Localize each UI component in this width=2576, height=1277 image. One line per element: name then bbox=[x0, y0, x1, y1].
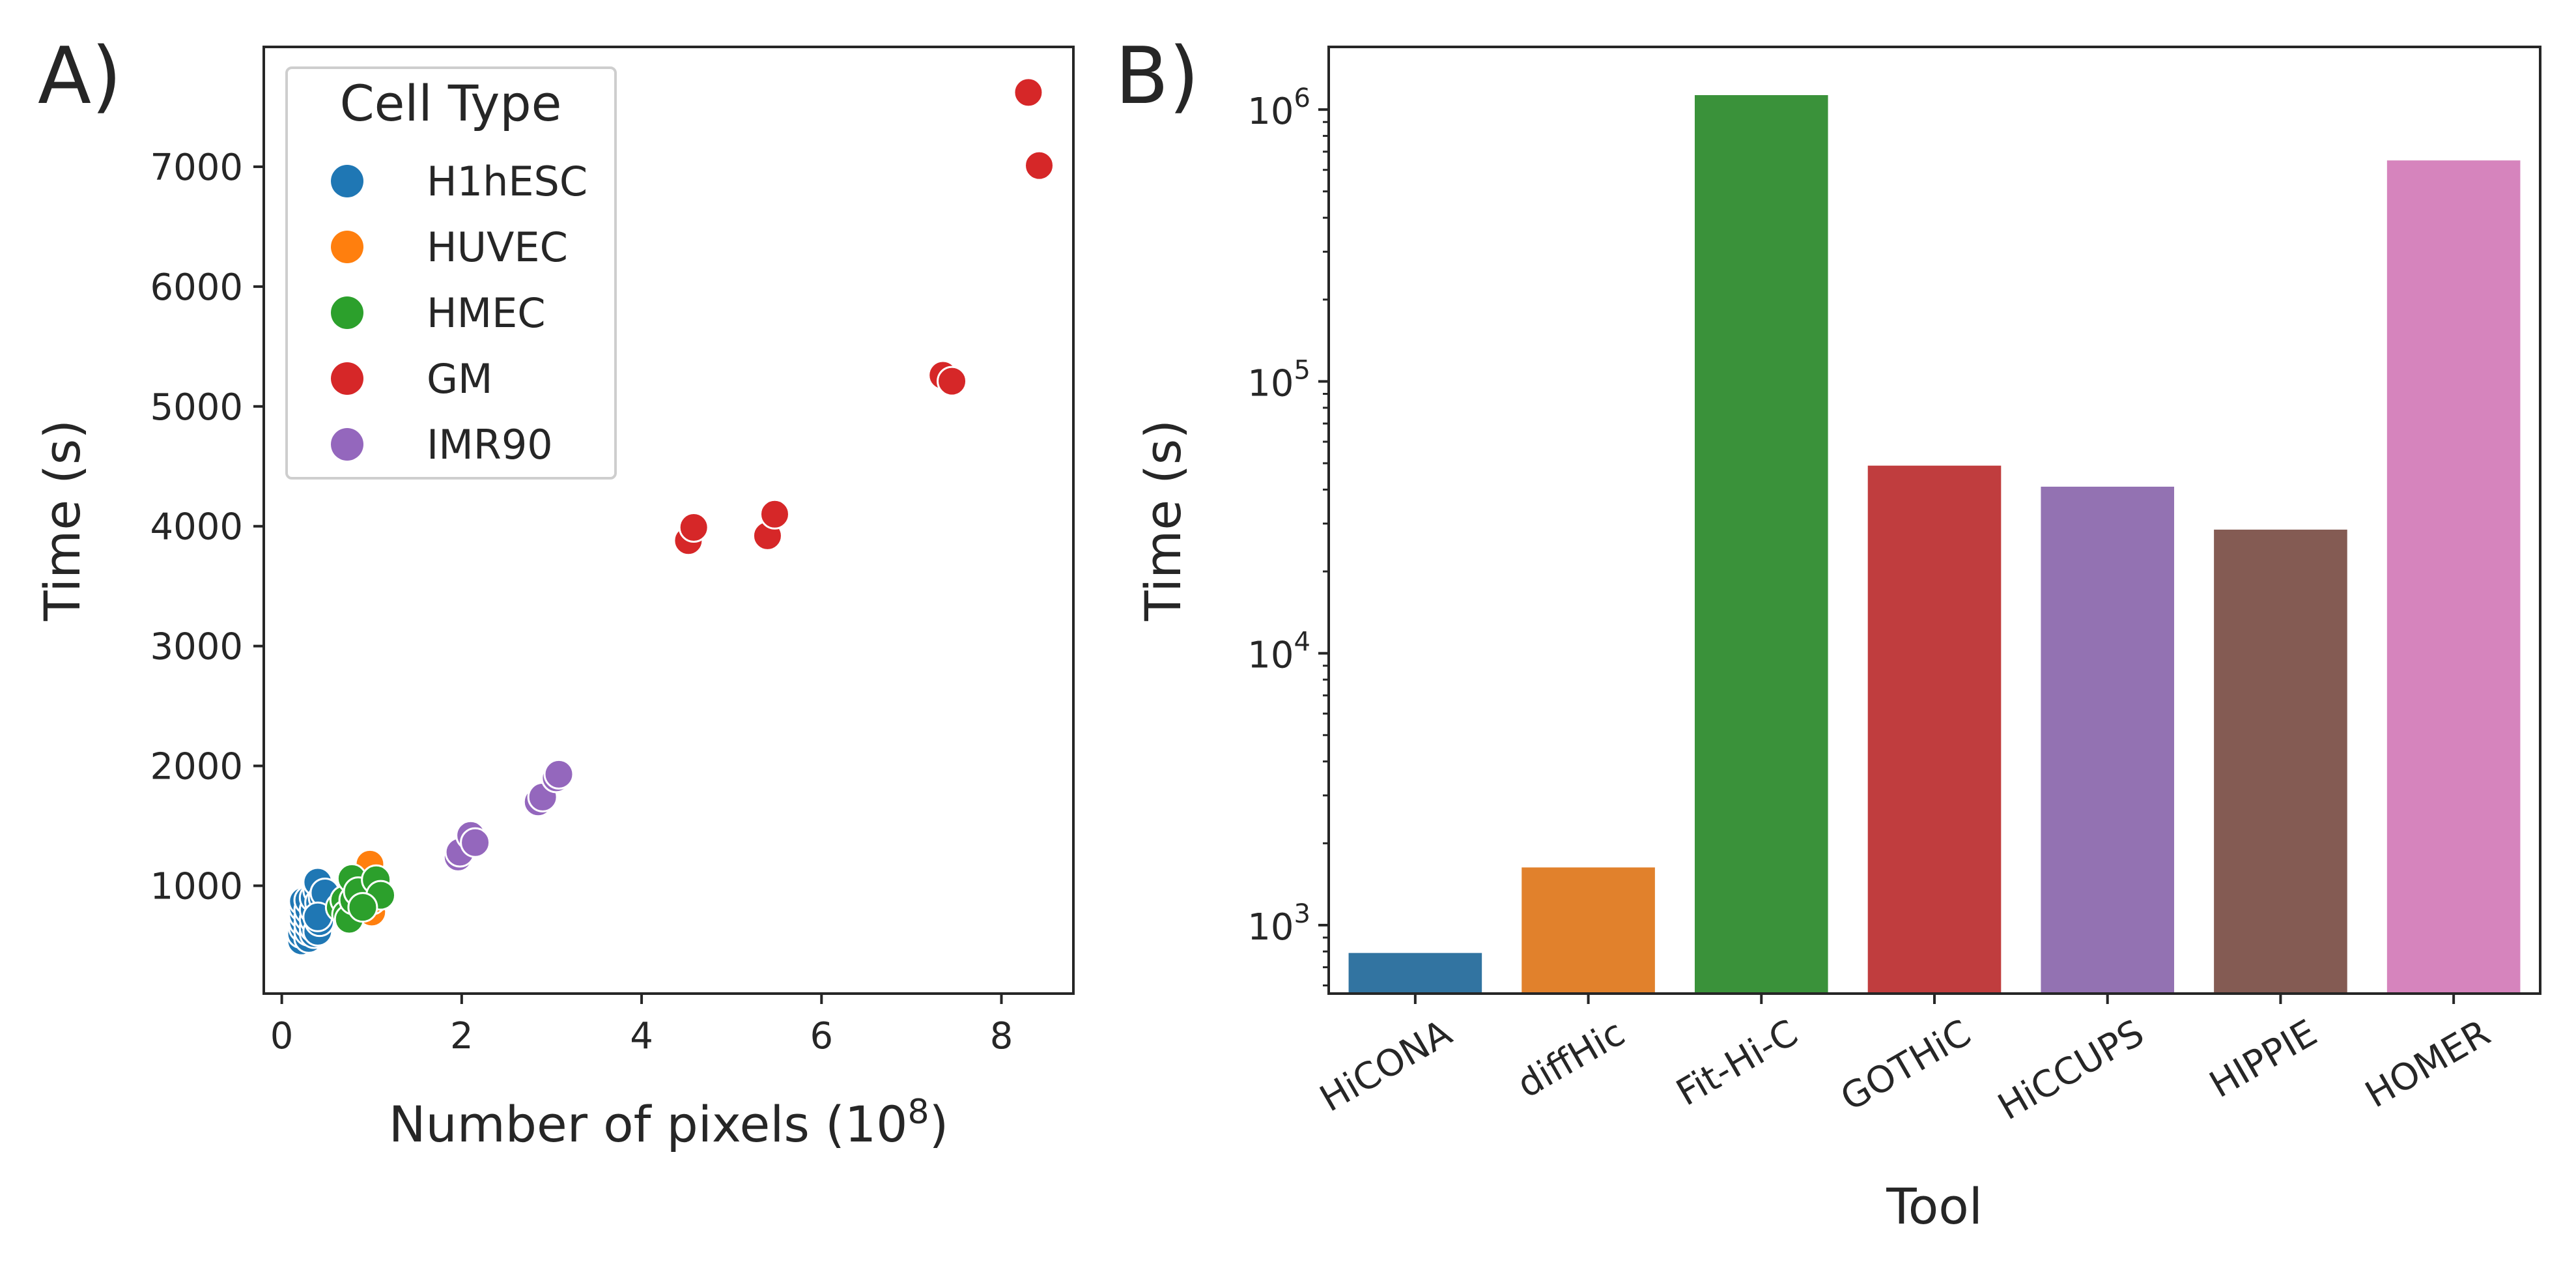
x-tick-label: HIPPIE bbox=[2203, 1012, 2325, 1106]
legend-title: Cell Type bbox=[340, 74, 562, 132]
x-tick-label: diffHic bbox=[1510, 1012, 1632, 1106]
data-point bbox=[347, 892, 378, 923]
data-point bbox=[678, 512, 709, 543]
panel-a-letter: A) bbox=[38, 31, 122, 122]
x-axis-title: Number of pixels (108) bbox=[389, 1093, 949, 1153]
y-axis-title: Time (s) bbox=[33, 420, 91, 622]
x-tick-label: HOMER bbox=[2358, 1012, 2497, 1117]
x-axis-title: Tool bbox=[1886, 1177, 1983, 1235]
legend-marker bbox=[331, 165, 363, 197]
y-tick-label: 3000 bbox=[150, 626, 243, 668]
panel-b: B) 103 104 105 106 HiCONA diffHic Fit-Hi-C GOTHi… bbox=[1115, 31, 2541, 1235]
data-point bbox=[543, 758, 574, 790]
x-tick-label: 6 bbox=[810, 1015, 833, 1057]
y-tick-label: 5000 bbox=[150, 386, 243, 429]
x-tick-label: Fit-Hi-C bbox=[1669, 1012, 1805, 1115]
x-tick-label: HiCCUPS bbox=[1991, 1012, 2151, 1128]
x-tick-label: 2 bbox=[450, 1015, 474, 1057]
series-gm bbox=[673, 77, 1055, 556]
plot-frame bbox=[1327, 46, 2541, 995]
bar-gothic bbox=[1867, 465, 2002, 994]
bar-diffhic bbox=[1522, 867, 1655, 994]
data-point bbox=[1024, 150, 1055, 181]
legend-marker bbox=[331, 362, 363, 395]
y-tick-label: 1000 bbox=[150, 865, 243, 908]
series-hmec bbox=[324, 863, 397, 935]
data-point bbox=[1013, 77, 1044, 108]
x-tick-label: GOTHiC bbox=[1833, 1012, 1978, 1120]
bar-hicona bbox=[1348, 953, 1482, 994]
x-tick-label: 8 bbox=[990, 1015, 1013, 1057]
legend-label: H1hESC bbox=[427, 158, 587, 205]
legend-marker bbox=[331, 428, 363, 461]
legend: Cell Type H1hESC HUVEC HMEC GM IMR90 bbox=[285, 66, 617, 480]
data-point bbox=[460, 827, 491, 858]
x-tick-label: 4 bbox=[630, 1015, 653, 1057]
y-tick-label: 2000 bbox=[150, 746, 243, 788]
panel-b-letter: B) bbox=[1115, 31, 1199, 122]
plot-frame bbox=[262, 46, 1075, 995]
legend-label: HMEC bbox=[427, 289, 546, 337]
y-tick-label: 106 bbox=[1247, 83, 1310, 133]
bar-hiccups bbox=[2041, 486, 2175, 994]
legend-box bbox=[285, 66, 617, 480]
bar-homer bbox=[2386, 160, 2521, 994]
series-h1hesc bbox=[286, 867, 341, 956]
y-tick-label: 7000 bbox=[150, 147, 243, 189]
x-tick-label: 0 bbox=[270, 1015, 294, 1057]
legend-marker bbox=[331, 231, 363, 263]
y-tick-label: 4000 bbox=[150, 506, 243, 549]
bar-fit-hi-c bbox=[1694, 95, 1828, 994]
data-point bbox=[759, 498, 790, 530]
legend-label: HUVEC bbox=[427, 223, 568, 271]
y-axis-title: Time (s) bbox=[1134, 420, 1192, 622]
bar-hippie bbox=[2214, 529, 2347, 994]
y-tick-label: 6000 bbox=[150, 266, 243, 309]
series-imr90 bbox=[442, 758, 574, 872]
data-point bbox=[937, 366, 968, 397]
legend-label: GM bbox=[427, 355, 493, 403]
y-tick-label: 105 bbox=[1247, 355, 1310, 405]
x-tick-label: HiCONA bbox=[1313, 1012, 1459, 1121]
y-tick-label: 103 bbox=[1247, 899, 1310, 949]
legend-marker bbox=[331, 296, 363, 329]
panel-a: A) 0 2 4 6 8 1000 2000 3000 4000 5000 6000 7000 Numbe… bbox=[33, 31, 1075, 1153]
y-tick-label: 104 bbox=[1247, 627, 1310, 677]
legend-label: IMR90 bbox=[427, 421, 553, 468]
